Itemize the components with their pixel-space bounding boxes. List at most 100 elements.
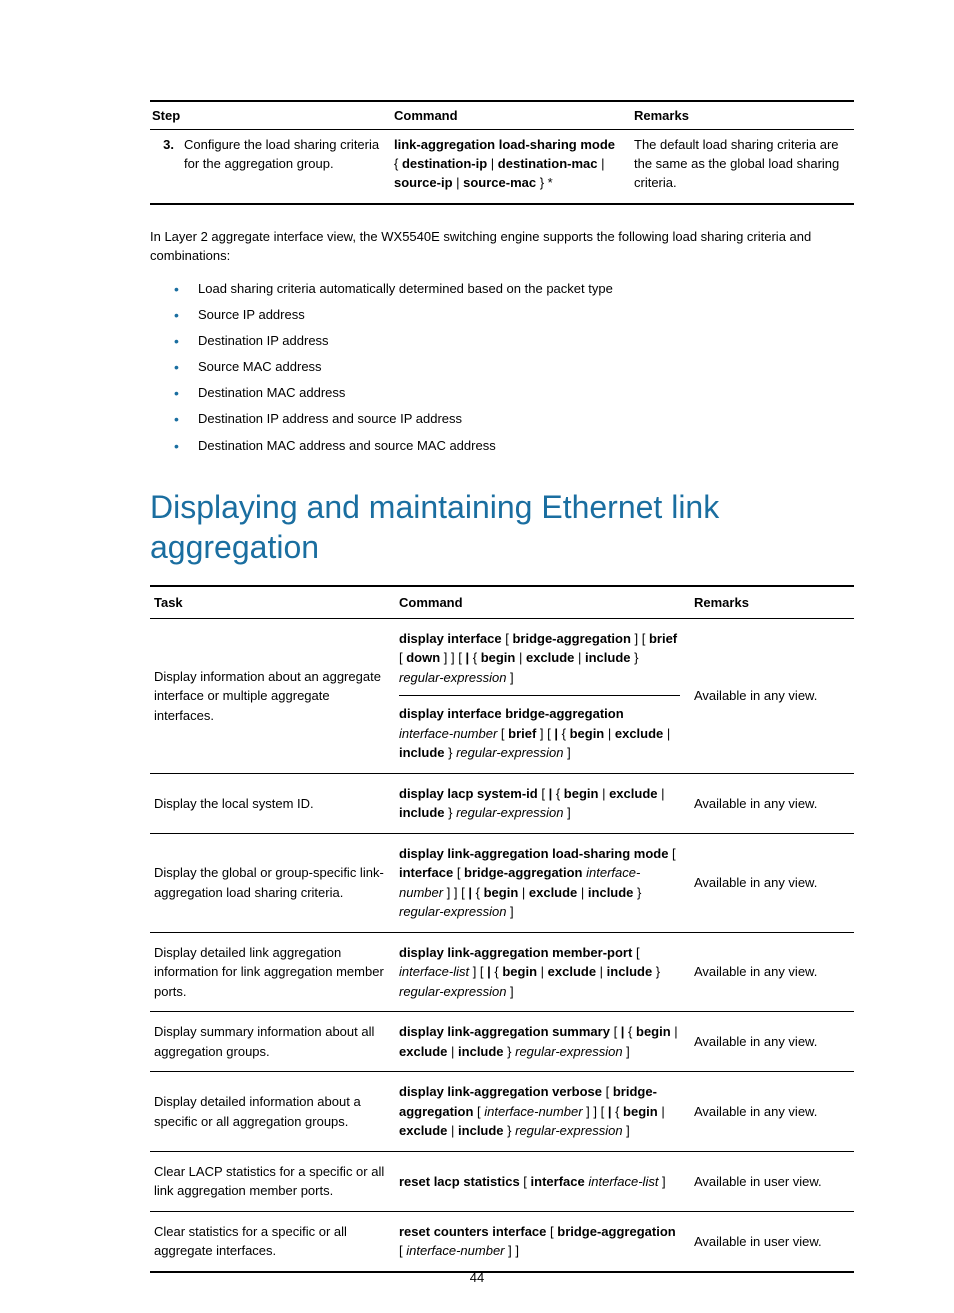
table-row: Clear statistics for a specific or all a…: [150, 1211, 854, 1272]
cmd-part: ]: [623, 1044, 630, 1059]
cmd-part: |: [658, 786, 665, 801]
cmd-part: ]: [623, 1123, 630, 1138]
cmd-part: |: [598, 786, 609, 801]
cmd-part: [: [538, 786, 549, 801]
cmd-part: ]: [564, 745, 571, 760]
criteria-list: Load sharing criteria automatically dete…: [150, 276, 854, 459]
cmd-part: [: [473, 1104, 484, 1119]
cmd-part: ]: [564, 805, 571, 820]
cmd-part: interface-number: [484, 1104, 582, 1119]
remarks-cell: Available in any view.: [690, 773, 854, 833]
cmd-part: |: [447, 1044, 458, 1059]
cmd-part: include: [399, 745, 445, 760]
cmd-part: }: [445, 745, 457, 760]
task-cell: Display information about an aggregate i…: [150, 618, 395, 773]
cmd-part: {: [611, 1104, 623, 1119]
command-cell: display link-aggregation verbose [ bridg…: [395, 1072, 690, 1152]
task-cell: Display the local system ID.: [150, 773, 395, 833]
cmd-part: display lacp system-id: [399, 786, 538, 801]
cmd-part: {: [624, 1024, 636, 1039]
list-item: Destination MAC address and source MAC a…: [150, 433, 854, 459]
cmd-part: regular-expression: [515, 1123, 622, 1138]
remarks-cell: Available in user view.: [690, 1211, 854, 1272]
cmd-part: destination-mac: [498, 156, 598, 171]
cmd-part: source-ip: [394, 175, 453, 190]
cmd-part: display interface bridge-aggregation: [399, 706, 624, 721]
cmd-part: }: [631, 650, 639, 665]
cmd-part: |: [577, 885, 588, 900]
section-heading: Displaying and maintaining Ethernet link…: [150, 487, 854, 567]
remarks-header: Remarks: [632, 101, 854, 130]
step-number: 3.: [150, 130, 182, 204]
list-item: Destination IP address: [150, 328, 854, 354]
cmd-part: [: [497, 726, 508, 741]
cmd-part: regular-expression: [456, 745, 563, 760]
cmd-part: include: [588, 885, 634, 900]
cmd-part: brief: [649, 631, 677, 646]
command-cell: display interface [ bridge-aggregation ]…: [395, 618, 690, 773]
cmd-part: |: [487, 156, 498, 171]
cmd-part: include: [585, 650, 631, 665]
cmd-part: display interface: [399, 631, 502, 646]
cmd-part: interface: [399, 865, 453, 880]
cmd-part: regular-expression: [399, 904, 506, 919]
cmd-part: exclude: [529, 885, 577, 900]
list-item: Source MAC address: [150, 354, 854, 380]
cmd-part: ] [: [631, 631, 649, 646]
cmd-part: bridge-aggregation: [512, 631, 630, 646]
cmd-part: exclude: [399, 1123, 447, 1138]
table-row: Display detailed information about a spe…: [150, 1072, 854, 1152]
list-item: Load sharing criteria automatically dete…: [150, 276, 854, 302]
intro-paragraph: In Layer 2 aggregate interface view, the…: [150, 227, 854, 266]
command-header: Command: [392, 101, 632, 130]
list-item: Destination MAC address: [150, 380, 854, 406]
cmd-part: display link-aggregation summary: [399, 1024, 610, 1039]
cmd-part: |: [597, 156, 604, 171]
cmd-part: interface-number: [406, 1243, 504, 1258]
cmd-part: include: [399, 805, 445, 820]
task-command-header: Command: [395, 586, 690, 619]
task-table: Task Command Remarks Display information…: [150, 585, 854, 1273]
cmd-part: begin: [484, 885, 519, 900]
command-cell: display link-aggregation summary [ | { b…: [395, 1012, 690, 1072]
task-cell: Display detailed link aggregation inform…: [150, 932, 395, 1012]
cmd-part: [: [610, 1024, 621, 1039]
cmd-part: ] [: [536, 726, 554, 741]
cmd-part: ] ]: [505, 1243, 519, 1258]
table-row: Display summary information about all ag…: [150, 1012, 854, 1072]
cmd-part: regular-expression: [399, 984, 506, 999]
cmd-part: }: [633, 885, 641, 900]
cmd-part: source-mac: [463, 175, 536, 190]
cmd-part: [: [602, 1084, 613, 1099]
task-cell: Display summary information about all ag…: [150, 1012, 395, 1072]
remarks-cell: Available in any view.: [690, 618, 854, 773]
task-cell: Clear statistics for a specific or all a…: [150, 1211, 395, 1272]
cmd-part: }: [445, 805, 457, 820]
command-cell: display lacp system-id [ | { begin | exc…: [395, 773, 690, 833]
step-table: Step Command Remarks 3. Configure the lo…: [150, 100, 854, 205]
cmd-part: ] ] [: [440, 650, 465, 665]
cmd-part: |: [515, 650, 526, 665]
cmd-part: |: [671, 1024, 678, 1039]
cmd-part: ] ] [: [443, 885, 468, 900]
cmd-part: ]: [506, 984, 513, 999]
cmd-part: exclude: [615, 726, 663, 741]
cmd-part: destination-ip: [402, 156, 487, 171]
cmd-part: ] ] [: [583, 1104, 608, 1119]
step-command: link-aggregation load-sharing mode { des…: [392, 130, 632, 204]
page-number: 44: [0, 1270, 954, 1285]
remarks-cell: Available in any view.: [690, 932, 854, 1012]
cmd-part: {: [472, 885, 484, 900]
cmd-part: |: [453, 175, 464, 190]
cmd-part: down: [406, 650, 440, 665]
cmd-part: |: [447, 1123, 458, 1138]
cmd-part: |: [663, 726, 670, 741]
cmd-part: {: [552, 786, 564, 801]
cmd-part: begin: [564, 786, 599, 801]
cmd-part: |: [604, 726, 615, 741]
cmd-part: |: [537, 964, 548, 979]
cmd-part: interface-list: [399, 964, 469, 979]
table-row: Display detailed link aggregation inform…: [150, 932, 854, 1012]
cmd-part: interface: [531, 1174, 585, 1189]
step-table-header-row: Step Command Remarks: [150, 101, 854, 130]
